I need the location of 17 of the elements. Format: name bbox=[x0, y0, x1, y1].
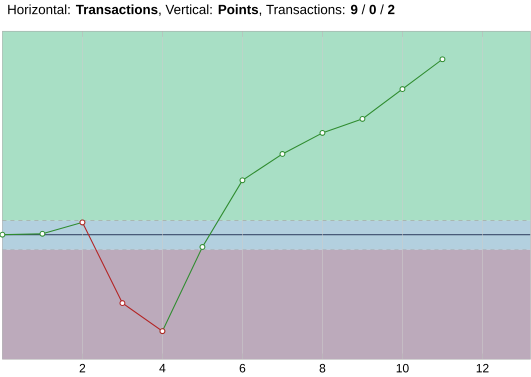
x-tick-label: 10 bbox=[396, 364, 409, 373]
x-tick-label: 12 bbox=[476, 364, 489, 372]
point bbox=[320, 130, 326, 136]
point bbox=[440, 56, 446, 62]
point bbox=[240, 177, 246, 184]
chart-title: Horizontal: Transactions, Vertical: Points, Transactions: 9 / 0 / 2 bbox=[8, 4, 394, 16]
x-tick-label: 6 bbox=[240, 364, 246, 373]
point bbox=[0, 232, 6, 238]
point bbox=[39, 230, 46, 237]
point bbox=[199, 244, 206, 250]
x-tick-label: 8 bbox=[320, 364, 326, 373]
x-tick-label: 4 bbox=[159, 364, 166, 372]
point bbox=[280, 151, 286, 157]
point bbox=[360, 116, 366, 122]
x-tick-label: 2 bbox=[80, 364, 86, 372]
point bbox=[119, 300, 126, 306]
point bbox=[400, 86, 406, 92]
